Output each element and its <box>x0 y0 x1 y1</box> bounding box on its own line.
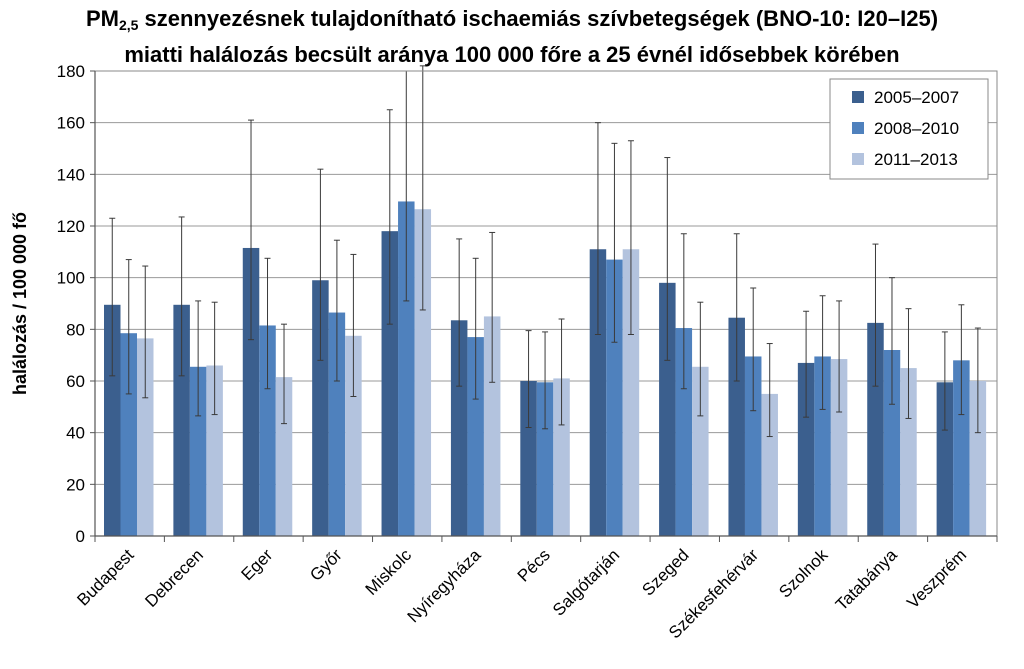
y-tick-label: 120 <box>57 217 85 236</box>
chart-title-line-2: miatti halálozás becsült aránya 100 000 … <box>124 42 900 67</box>
x-tick-label: Nyíregyháza <box>404 545 485 626</box>
chart-title-line-1: PM2,5 szennyezésnek tulajdonítható ischa… <box>0 4 1024 40</box>
bar <box>312 280 329 536</box>
bar <box>553 378 570 536</box>
bar <box>936 382 954 536</box>
bar <box>536 382 554 536</box>
y-tick-label: 80 <box>66 320 85 339</box>
x-tick-label: Salgótarján <box>549 545 623 619</box>
bar <box>259 325 276 536</box>
y-tick-label: 160 <box>57 114 85 133</box>
bar <box>900 368 917 536</box>
bar <box>467 337 484 536</box>
y-tick-label: 20 <box>66 475 85 494</box>
bar <box>675 328 693 536</box>
y-tick-label: 60 <box>66 372 85 391</box>
bar <box>328 312 346 536</box>
bar <box>797 362 815 536</box>
legend-swatch <box>852 122 864 134</box>
bar <box>242 247 260 537</box>
error-bars <box>109 65 981 438</box>
bar <box>692 366 709 536</box>
axes <box>90 70 998 542</box>
bar <box>483 316 501 536</box>
bar <box>830 359 848 536</box>
bar <box>104 304 121 536</box>
bar <box>814 356 831 536</box>
chart-title: PM2,5 szennyezésnek tulajdonítható ischa… <box>0 4 1024 69</box>
bar <box>589 249 607 536</box>
bar <box>275 377 293 536</box>
title-line-1-rest: szennyezésnek tulajdonítható ischaemiás … <box>138 6 939 31</box>
bar <box>206 365 223 536</box>
x-tick-label: Miskolc <box>362 545 416 599</box>
bar <box>744 356 762 536</box>
bar <box>398 201 415 537</box>
x-tick-label: Budapest <box>73 545 137 609</box>
bar <box>728 317 745 536</box>
x-tick-label: Tatabánya <box>832 545 901 614</box>
y-tick-label: 180 <box>57 62 85 81</box>
bars <box>104 201 987 537</box>
x-tick-label: Eger <box>238 545 277 584</box>
legend-label: 2008–2010 <box>874 119 959 138</box>
bar <box>953 360 970 536</box>
legend-swatch <box>852 153 864 165</box>
x-tick-label: Győr <box>306 545 346 585</box>
legend-label: 2011–2013 <box>874 150 958 169</box>
legend-swatch <box>852 91 864 103</box>
bar <box>969 381 987 536</box>
y-tick-label: 140 <box>57 165 85 184</box>
bar <box>622 249 640 536</box>
bar <box>450 320 468 536</box>
bar <box>137 338 154 536</box>
x-tick-label: Szolnok <box>775 545 832 602</box>
title-pm: PM <box>85 6 119 31</box>
bar <box>414 209 432 537</box>
bar <box>173 304 190 536</box>
x-tick-label: Veszprém <box>903 545 970 612</box>
title-pm-subscript: 2,5 <box>118 17 139 33</box>
bar <box>189 366 207 536</box>
y-tick-label: 40 <box>66 424 85 443</box>
y-tick-label: 100 <box>57 269 85 288</box>
bar <box>867 322 884 536</box>
bar <box>761 393 778 536</box>
bar <box>381 231 399 536</box>
x-tick-label: Szeged <box>638 545 692 599</box>
legend: 2005–2007 2008–2010 2011–2013 <box>829 78 989 180</box>
bar <box>120 333 137 536</box>
bar <box>883 350 901 536</box>
y-tick-label: 0 <box>76 527 85 546</box>
y-axis-label: halálozás / 100 000 fő <box>10 212 30 395</box>
bar <box>659 282 676 536</box>
x-tick-label: Pécs <box>514 545 554 585</box>
x-tick-label: Debrecen <box>141 545 207 611</box>
bar <box>606 259 623 536</box>
bar <box>345 335 362 536</box>
legend-label: 2005–2007 <box>874 88 959 107</box>
bar <box>520 381 537 536</box>
